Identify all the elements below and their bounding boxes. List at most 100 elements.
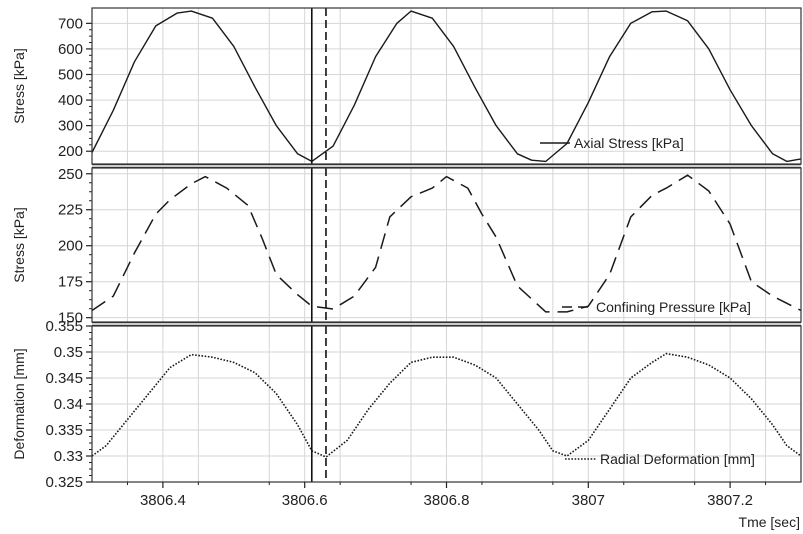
series-point: [652, 195, 653, 196]
series-point: [205, 176, 206, 177]
series-point: [113, 296, 114, 297]
y-tick-label: 500: [58, 66, 83, 83]
series-point: [652, 362, 653, 363]
y-tick-label: 600: [58, 41, 83, 58]
series-point: [730, 89, 731, 90]
series-point: [134, 61, 135, 62]
series-point: [134, 252, 135, 253]
series-point: [730, 377, 731, 378]
y-tick-label: 200: [58, 238, 83, 255]
series-point: [446, 176, 447, 177]
series-point: [786, 445, 787, 446]
grid: [92, 8, 801, 164]
series-point: [191, 183, 192, 184]
y-tick-label: 0.335: [45, 422, 83, 439]
series-point: [481, 214, 482, 215]
y-tick-label: 0.33: [54, 448, 83, 465]
series-point: [276, 125, 277, 126]
series-point: [432, 188, 433, 189]
series-point: [247, 205, 248, 206]
y-axis-title: Deformation [mm]: [11, 348, 27, 459]
series-point: [687, 20, 688, 21]
grid: [92, 168, 801, 322]
series-point: [233, 362, 234, 363]
series-point: [708, 364, 709, 365]
y-tick-label: 0.34: [54, 396, 83, 413]
y-tick-label: 0.35: [54, 344, 83, 361]
legend-label: Radial Deformation [mm]: [600, 451, 755, 467]
series-point: [276, 274, 277, 275]
series-point: [751, 281, 752, 282]
series-point: [297, 424, 298, 425]
legend: Radial Deformation [mm]: [565, 451, 755, 467]
series-point: [517, 153, 518, 154]
y-tick-label: 175: [58, 274, 83, 291]
series-point: [155, 214, 156, 215]
series-point: [474, 364, 475, 365]
panel-2: 150 175 200 225 250 Stress [kPa] Confining Pre…: [11, 166, 802, 327]
series-point: [666, 353, 667, 354]
legend: Axial Stress [kPa]: [540, 135, 684, 151]
x-axis-title: Tme [sec]: [739, 514, 800, 530]
series-point: [496, 237, 497, 238]
series-point: [375, 267, 376, 268]
series-line: [91, 352, 802, 458]
series-point: [545, 311, 546, 312]
series-point: [255, 87, 256, 88]
series-point: [666, 188, 667, 189]
y-tick-label: 250: [58, 166, 83, 183]
series-point: [453, 357, 454, 358]
x-tick-label: 3806.4: [140, 492, 186, 509]
series-point: [113, 110, 114, 111]
x-tick-label: 3807.2: [707, 492, 753, 509]
series-point: [297, 153, 298, 154]
series-point: [212, 18, 213, 19]
series-point: [432, 357, 433, 358]
x-tick-label: 3807: [572, 492, 605, 509]
series-point: [347, 440, 348, 441]
series-point: [297, 294, 298, 295]
series-point: [496, 377, 497, 378]
series-point: [474, 87, 475, 88]
series-point: [730, 224, 731, 225]
series-point: [708, 48, 709, 49]
series-point: [652, 11, 653, 12]
y-tick-label: 200: [58, 143, 83, 160]
series-point: [410, 11, 411, 12]
series-point: [191, 354, 192, 355]
series-point: [106, 445, 107, 446]
series-point: [531, 160, 532, 161]
series-point: [496, 125, 497, 126]
series-point: [127, 419, 128, 420]
series-point: [155, 25, 156, 26]
series-point: [212, 357, 213, 358]
series-point: [630, 23, 631, 24]
series-point: [467, 188, 468, 189]
series-point: [609, 274, 610, 275]
series-point: [772, 296, 773, 297]
series-point: [630, 377, 631, 378]
series-point: [630, 216, 631, 217]
panel-1: 200 300 400 500 600 700 Stress [kPa] Axial Stre…: [11, 7, 802, 165]
series-point: [375, 56, 376, 57]
series-point: [609, 409, 610, 410]
series-point: [389, 383, 390, 384]
series-point: [432, 18, 433, 19]
series-point: [786, 161, 787, 162]
series-point: [262, 238, 263, 239]
series-point: [354, 296, 355, 297]
series-point: [389, 216, 390, 217]
x-tick-label: 3806.8: [424, 492, 470, 509]
series-point: [772, 424, 773, 425]
series-point: [169, 199, 170, 200]
series-point: [751, 398, 752, 399]
series-point: [772, 153, 773, 154]
y-tick-label: 0.355: [45, 318, 83, 335]
series-point: [751, 125, 752, 126]
series-point: [687, 175, 688, 176]
series-point: [552, 450, 553, 451]
series-point: [333, 146, 334, 147]
x-tick-label: 3806.6: [282, 492, 328, 509]
legend-label: Confining Pressure [kPa]: [596, 299, 751, 315]
